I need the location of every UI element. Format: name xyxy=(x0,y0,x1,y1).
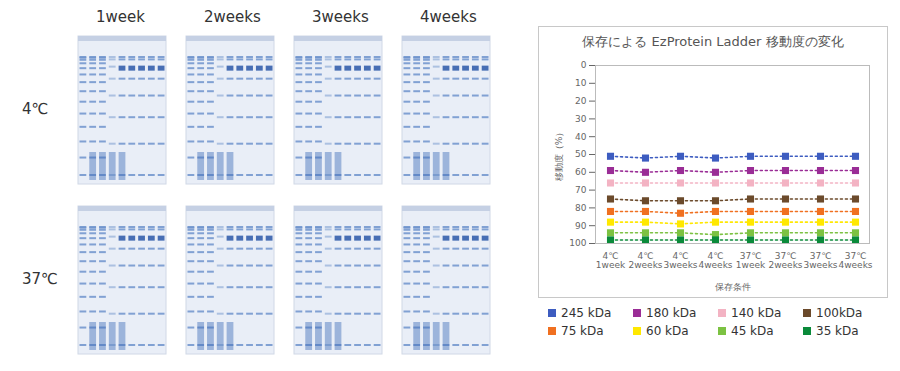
svg-text:4℃4weeks: 4℃4weeks xyxy=(698,251,732,270)
svg-text:70: 70 xyxy=(575,185,587,195)
svg-text:100: 100 xyxy=(569,238,586,248)
svg-text:37℃2weeks: 37℃2weeks xyxy=(768,251,802,270)
html-text:245 kDa: 245 kDa xyxy=(561,306,612,320)
svg-text:20: 20 xyxy=(575,96,587,106)
svg-text:10: 10 xyxy=(575,78,587,88)
svg-text:50: 50 xyxy=(575,149,587,159)
svg-text:4℃3weeks: 4℃3weeks xyxy=(663,251,697,270)
html-text:100kDa: 100kDa xyxy=(816,306,863,320)
svg-text:60: 60 xyxy=(575,167,587,177)
html-text:4℃: 4℃ xyxy=(22,100,49,118)
html-text:保存による EzProtein Ladder 移動度の変化: 保存による EzProtein Ladder 移動度の変化 xyxy=(582,34,844,49)
svg-text:37℃3weeks: 37℃3weeks xyxy=(803,251,837,270)
html-text:37℃: 37℃ xyxy=(22,270,58,288)
html-text:3weeks: 3weeks xyxy=(312,8,369,26)
svg-text:4℃2weeks: 4℃2weeks xyxy=(628,251,662,270)
html-text:35 kDa: 35 kDa xyxy=(816,324,859,338)
svg-text:40: 40 xyxy=(575,132,587,142)
svg-text:90: 90 xyxy=(575,221,587,231)
svg-text:37℃1week: 37℃1week xyxy=(736,251,766,270)
svg-text:移動度（%）: 移動度（%） xyxy=(554,128,564,182)
html-text:45 kDa: 45 kDa xyxy=(731,324,774,338)
html-text:180 kDa: 180 kDa xyxy=(646,306,697,320)
svg-text:30: 30 xyxy=(575,114,587,124)
html-text:60 kDa: 60 kDa xyxy=(646,324,689,338)
html-text:75 kDa: 75 kDa xyxy=(561,324,604,338)
svg-text:保存条件: 保存条件 xyxy=(715,282,751,292)
svg-text:37℃4weeks: 37℃4weeks xyxy=(838,251,872,270)
svg-text:0: 0 xyxy=(581,60,587,70)
svg-text:80: 80 xyxy=(575,203,587,213)
html-text:140 kDa: 140 kDa xyxy=(731,306,782,320)
svg-text:4℃1week: 4℃1week xyxy=(596,251,626,270)
html-text:1week: 1week xyxy=(96,8,145,26)
html-text:4weeks: 4weeks xyxy=(420,8,477,26)
html-text:2weeks: 2weeks xyxy=(204,8,261,26)
